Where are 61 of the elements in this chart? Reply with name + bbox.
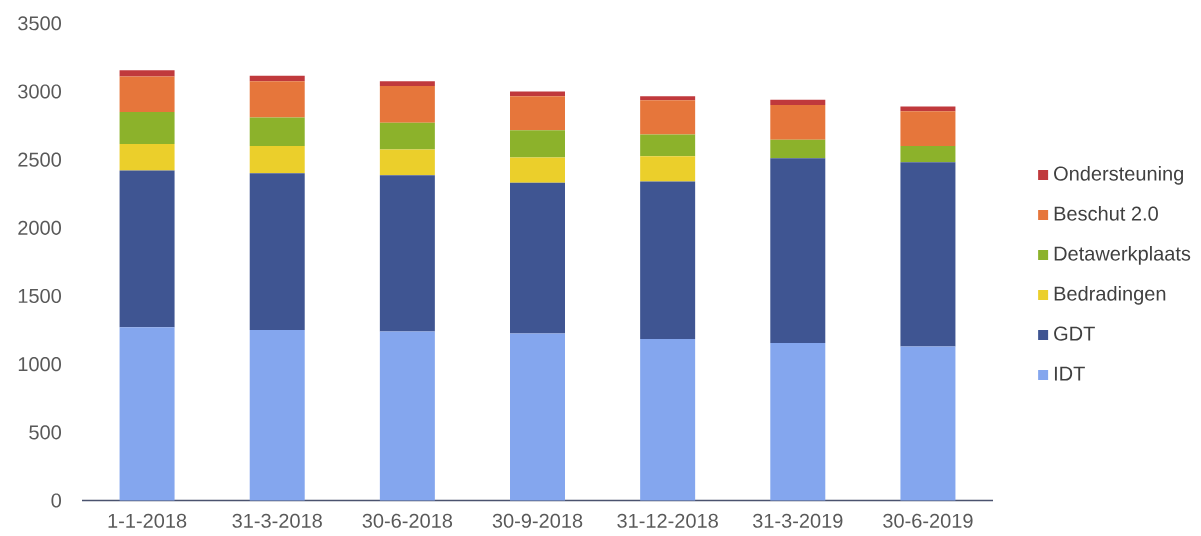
legend-label: IDT (1054, 366, 1085, 381)
bar (640, 181, 696, 339)
y-tick-label: 1000 (18, 357, 62, 372)
bar (770, 139, 826, 159)
bar (640, 338, 696, 501)
bar (249, 81, 305, 118)
y-tick-label: 1500 (18, 288, 62, 304)
bar (900, 146, 956, 163)
bar (900, 346, 956, 501)
bar (379, 149, 435, 176)
x-tick-label: 30-6-2018 (362, 513, 453, 528)
bar (640, 134, 696, 157)
bar (510, 333, 565, 501)
bar (119, 70, 175, 77)
bar (249, 173, 305, 331)
y-tick-label: 500 (29, 425, 62, 440)
bar (249, 75, 305, 82)
bar (770, 158, 826, 344)
bar (249, 117, 305, 147)
legend-label: Beschut 2.0 (1054, 206, 1158, 221)
bar (640, 100, 696, 135)
bar (770, 343, 826, 501)
legend-label: Bedradingen (1054, 286, 1166, 305)
bar (510, 130, 565, 158)
bar (770, 105, 826, 140)
bar (379, 331, 435, 501)
y-tick-label: 3500 (18, 16, 62, 31)
x-tick-label: 30-6-2019 (883, 513, 973, 528)
legend-label: Ondersteuning (1054, 166, 1184, 185)
bar (510, 96, 565, 131)
bar (249, 330, 305, 501)
bar (119, 76, 175, 112)
bar (379, 81, 435, 87)
bar (900, 162, 956, 347)
bar (119, 111, 175, 144)
bar (119, 327, 175, 501)
x-tick-label: 31-3-2018 (232, 513, 322, 528)
bar (379, 175, 435, 332)
bar (119, 143, 175, 171)
bar (510, 157, 565, 183)
legend-label: GDT (1054, 326, 1095, 341)
y-tick-label: 0 (51, 493, 62, 508)
bar (510, 91, 565, 97)
bar (900, 106, 956, 112)
y-tick-label: 2500 (18, 152, 62, 167)
bar (770, 99, 826, 106)
bar (379, 122, 435, 150)
bar (640, 96, 696, 101)
bar (249, 146, 305, 174)
bar (119, 170, 175, 328)
y-tick-label: 3000 (18, 84, 62, 99)
y-tick-label: 2000 (18, 220, 62, 235)
bar (379, 86, 435, 123)
legend-label: Detawerkplaats (1054, 246, 1191, 265)
x-tick-label: 1-1-2018 (108, 513, 187, 528)
x-tick-label: 31-12-2018 (617, 513, 718, 528)
bar (510, 182, 565, 334)
x-tick-label: 30-9-2018 (492, 513, 583, 528)
bar (640, 156, 696, 182)
x-tick-label: 31-3-2019 (752, 513, 843, 528)
bar (900, 111, 956, 147)
